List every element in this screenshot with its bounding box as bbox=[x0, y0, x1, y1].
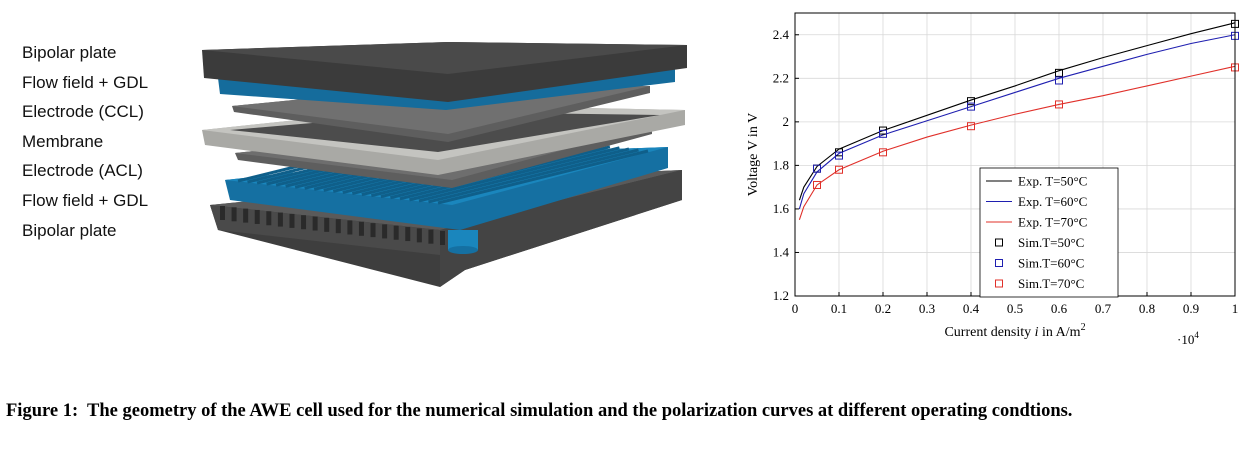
bipolar-plate-channels bbox=[220, 206, 445, 245]
series-marker-3 bbox=[967, 97, 975, 106]
x-tick-label: 0.5 bbox=[1007, 301, 1023, 316]
legend-swatch-marker bbox=[995, 279, 1003, 288]
flow-channel bbox=[409, 146, 620, 202]
x-tick-label: 0.3 bbox=[919, 301, 935, 316]
flow-channel bbox=[418, 147, 630, 203]
series-marker-4 bbox=[1055, 76, 1063, 85]
plate-channel bbox=[324, 217, 330, 232]
x-tick-label: 0.9 bbox=[1183, 301, 1199, 316]
layer-label-membrane: Membrane bbox=[22, 131, 104, 151]
plate-channel bbox=[231, 207, 237, 222]
plate-channel bbox=[370, 223, 376, 238]
chart-series bbox=[798, 19, 1239, 220]
x-tick-label: 1 bbox=[1232, 301, 1239, 316]
plate-channel bbox=[277, 212, 283, 227]
plate-channel bbox=[266, 211, 272, 226]
series-marker-4 bbox=[879, 129, 887, 138]
plate-channel bbox=[428, 229, 434, 244]
legend-label: Sim.T=50°C bbox=[1018, 235, 1084, 250]
layer-label-bipolar-plate-top: Bipolar plate bbox=[22, 43, 117, 62]
y-tick-label: 1.2 bbox=[773, 288, 789, 303]
plate-channel bbox=[289, 213, 295, 228]
figure-caption-text: The geometry of the AWE cell used for th… bbox=[87, 401, 1073, 421]
series-marker-5 bbox=[1055, 100, 1063, 109]
layer-label-electrode-ccl: Electrode (CCL) bbox=[22, 102, 144, 122]
legend-swatch-marker bbox=[995, 238, 1003, 247]
legend-label: Exp. T=60°C bbox=[1018, 194, 1087, 209]
plate-channel bbox=[301, 215, 307, 230]
y-tick-label: 1.4 bbox=[773, 244, 790, 259]
x-tick-label: 0.7 bbox=[1095, 301, 1112, 316]
legend-label: Sim.T=60°C bbox=[1018, 256, 1084, 271]
plate-channel bbox=[382, 224, 388, 239]
layer-labels: Bipolar plate Flow field + GDL Electrode… bbox=[22, 38, 212, 245]
plate-channel bbox=[405, 227, 411, 242]
series-marker-5 bbox=[967, 122, 975, 131]
series-marker-4 bbox=[813, 164, 821, 173]
x-tick-label: 0.1 bbox=[831, 301, 847, 316]
series-line-0 bbox=[798, 22, 1236, 201]
layer-label-bipolar-plate-bottom: Bipolar plate bbox=[22, 220, 117, 240]
series-marker-3 bbox=[1055, 68, 1063, 77]
legend-label: Exp. T=50°C bbox=[1018, 174, 1087, 189]
polarization-chart: 0 0.1 0.2 0.3 0.4 0.5 0.6 0.7 0.8 0.9 1 1.2 1.4 1.6 1.… bbox=[746, 12, 1239, 347]
legend-label: Sim.T=70°C bbox=[1018, 276, 1084, 291]
x-tick-label: 0.8 bbox=[1139, 301, 1155, 316]
series-marker-4 bbox=[835, 151, 843, 160]
plate-channel bbox=[312, 216, 318, 231]
x-tick-label: 0 bbox=[792, 301, 799, 316]
legend-box bbox=[979, 167, 1119, 298]
y-axis-label: Voltage V in V bbox=[746, 113, 761, 196]
legend-swatch-marker bbox=[995, 259, 1003, 267]
plate-channel bbox=[243, 208, 249, 223]
plate-channel bbox=[220, 206, 225, 220]
x-axis-label: Current density i in A/m2 bbox=[944, 322, 1085, 340]
layer-label-electrode-acl: Electrode (ACL) bbox=[22, 161, 143, 181]
chart-legend: Exp. T=50°C Exp. T=60°C Exp. T=70°C Sim.T=5… bbox=[979, 167, 1119, 298]
x-tick-label: 0.6 bbox=[1051, 301, 1068, 316]
series-marker-5 bbox=[813, 180, 821, 189]
x-tick-label: 0.2 bbox=[875, 301, 891, 316]
flow-channel bbox=[437, 149, 649, 205]
bipolar-plate-top bbox=[202, 42, 687, 102]
y-tick-label: 1.6 bbox=[773, 201, 790, 216]
y-tick-label: 2 bbox=[783, 114, 790, 129]
plate-channel bbox=[440, 231, 445, 245]
layer-label-flow-field-top: Flow field + GDL bbox=[22, 72, 149, 92]
layer-label-flow-field-bottom: Flow field + GDL bbox=[22, 190, 149, 210]
series-marker-5 bbox=[835, 165, 843, 174]
plate-channel bbox=[335, 219, 341, 234]
figure-caption-label: Figure 1: bbox=[6, 401, 79, 421]
y-tick-label: 1.8 bbox=[773, 157, 789, 172]
plate-channel bbox=[393, 225, 399, 240]
series-marker-4 bbox=[967, 102, 975, 111]
plate-channel bbox=[254, 209, 260, 224]
figure-caption: Figure 1: The geometry of the AWE cell u… bbox=[6, 398, 1251, 424]
flow-channel bbox=[428, 148, 639, 204]
legend-label: Exp. T=70°C bbox=[1018, 215, 1087, 230]
y-tick-label: 2.4 bbox=[773, 27, 790, 42]
x-tick-label: 0.4 bbox=[963, 301, 980, 316]
y-tick-label: 2.2 bbox=[773, 70, 789, 85]
plate-channel bbox=[347, 220, 353, 235]
plate-channel bbox=[416, 228, 422, 243]
cell-stack-illustration bbox=[202, 42, 687, 287]
series-marker-5 bbox=[879, 148, 887, 157]
x-axis-multiplier: ·104 bbox=[1177, 330, 1199, 347]
plate-channel bbox=[358, 221, 364, 236]
series-line-2 bbox=[798, 65, 1236, 220]
